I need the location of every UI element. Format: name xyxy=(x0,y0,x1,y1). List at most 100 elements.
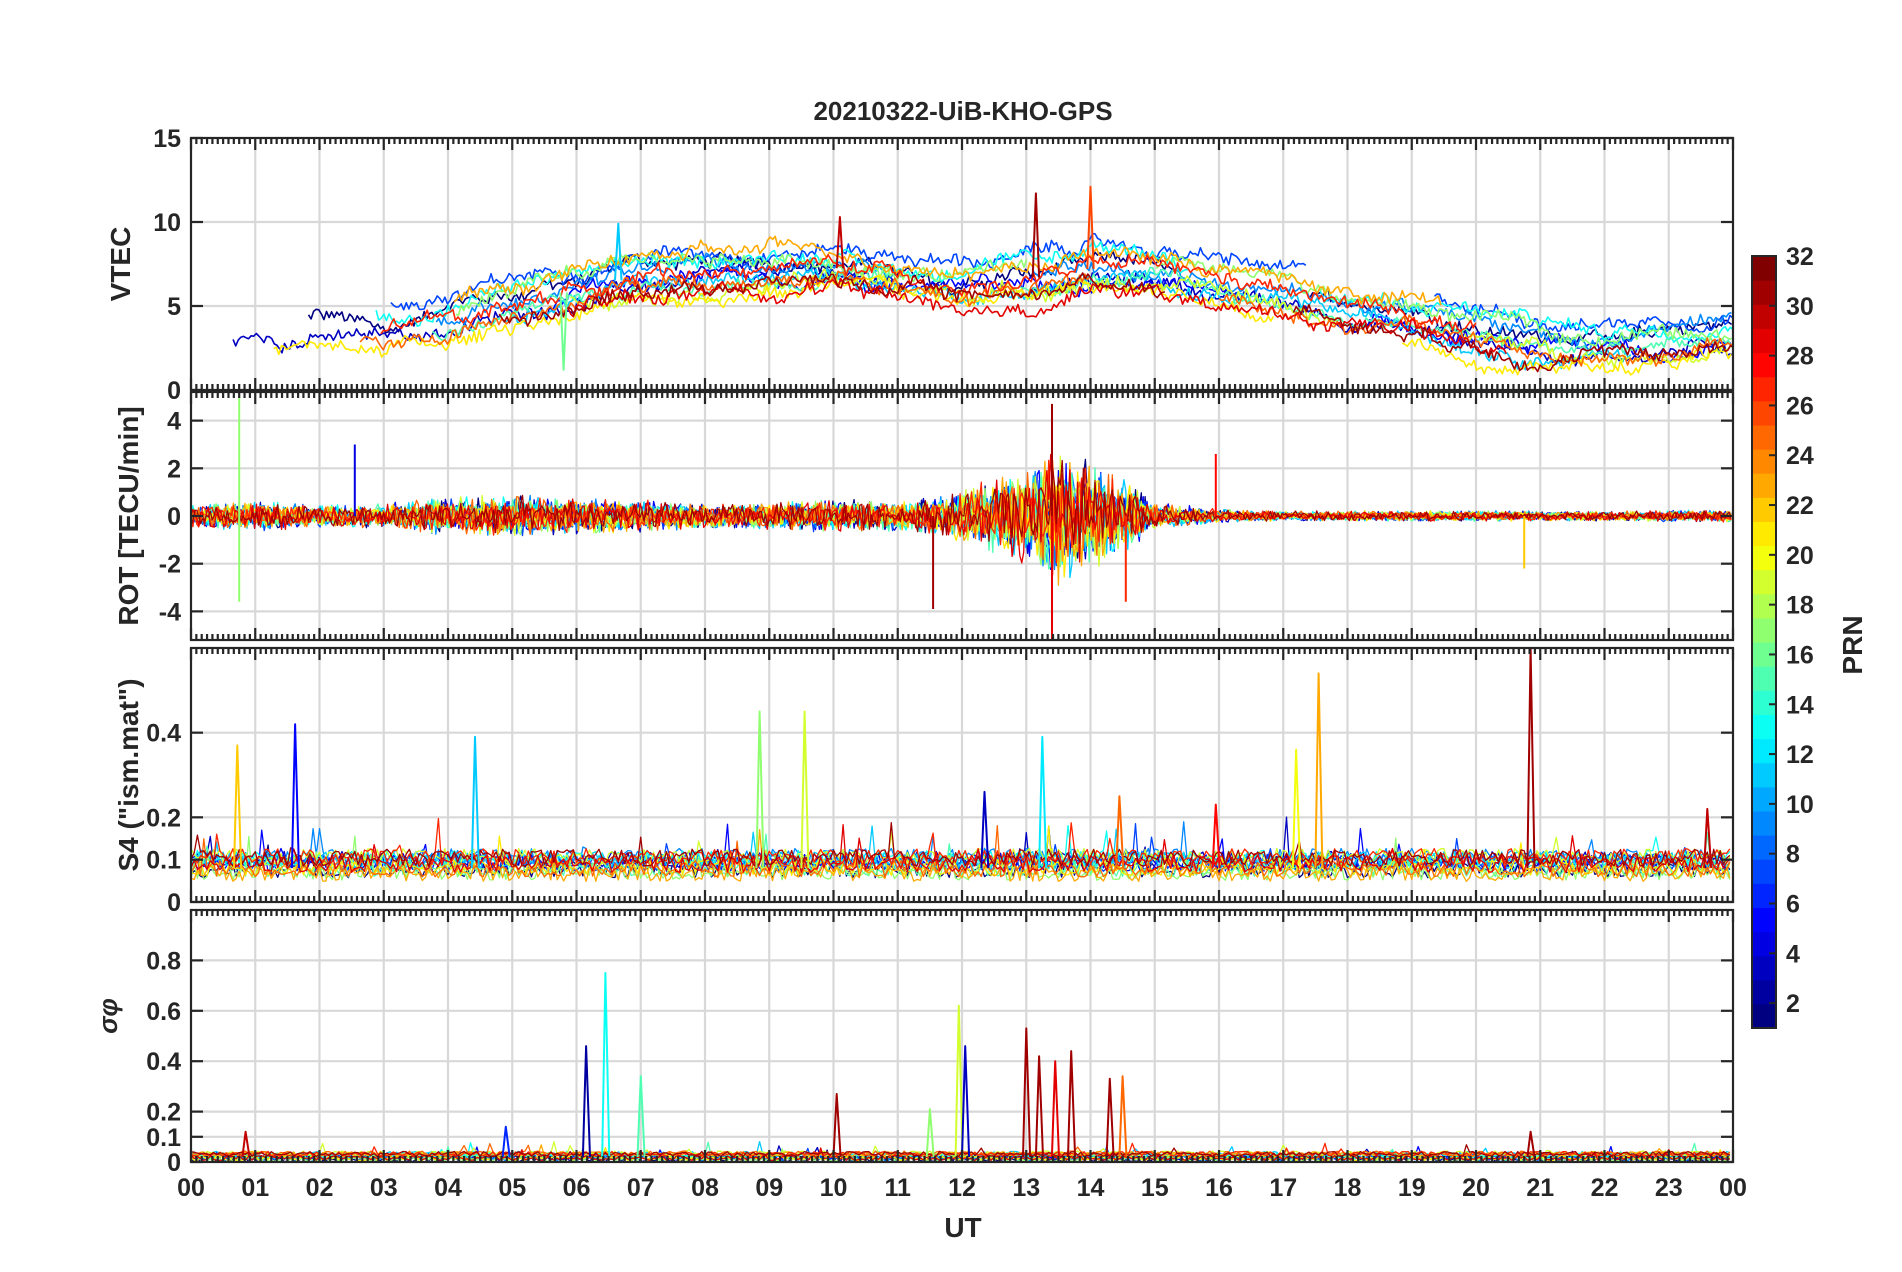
colorbar-swatch xyxy=(1752,593,1776,619)
x-tick-label: 01 xyxy=(241,1174,269,1202)
spike-mark xyxy=(1067,1050,1077,1158)
peak-mark xyxy=(559,292,568,371)
colorbar-swatch xyxy=(1752,714,1776,740)
colorbar-swatch xyxy=(1752,256,1776,281)
spike-mark xyxy=(800,710,810,869)
colorbar-tick-label: 20 xyxy=(1786,542,1814,570)
colorbar-swatch xyxy=(1752,473,1776,498)
x-tick-label: 00 xyxy=(1719,1174,1747,1202)
x-tick-label: 15 xyxy=(1141,1174,1169,1202)
y-tick-label: 4 xyxy=(167,408,181,436)
spike-mark xyxy=(470,735,480,869)
y-tick-label: 0 xyxy=(167,503,181,531)
spike-mark xyxy=(581,1045,591,1158)
series-group xyxy=(191,648,1731,883)
colorbar-tick-label: 18 xyxy=(1786,592,1814,620)
spike-mark xyxy=(290,723,300,869)
spike-mark xyxy=(1703,807,1713,869)
x-tick-label: 03 xyxy=(370,1174,398,1202)
spike-mark xyxy=(954,1004,964,1158)
spike-mark xyxy=(1038,735,1048,869)
panel-3: 0 0.1 0.2 0.4S4 ("ism.mat") xyxy=(113,646,1735,917)
colorbar-swatch xyxy=(1752,738,1776,764)
peak-mark xyxy=(1086,185,1095,270)
y-tick-label: 0.2 xyxy=(146,1099,181,1127)
x-tick-label: 04 xyxy=(434,1174,462,1202)
series-group xyxy=(232,185,1733,376)
series-line-prn-25 xyxy=(1218,293,1733,367)
series-line-prn-31 xyxy=(1292,304,1733,373)
spike-mark xyxy=(501,1125,511,1158)
axes-frame xyxy=(189,390,1735,642)
colorbar-tick-label: 32 xyxy=(1786,243,1814,271)
spike-mark xyxy=(1115,795,1125,869)
series-line-prn-31 xyxy=(191,459,1732,551)
x-tick-label: 05 xyxy=(498,1174,526,1202)
x-tick-label: 00 xyxy=(177,1174,205,1202)
colorbar-swatch xyxy=(1752,328,1776,354)
x-axis-label: UT xyxy=(944,1212,981,1243)
x-tick-label: 02 xyxy=(306,1174,334,1202)
colorbar-swatch xyxy=(1752,666,1776,691)
x-tick-label: 13 xyxy=(1012,1174,1040,1202)
spike-mark xyxy=(1034,1055,1044,1158)
spike-mark xyxy=(241,1130,251,1158)
colorbar-swatch xyxy=(1752,497,1776,522)
colorbar-tick-label: 6 xyxy=(1786,890,1800,918)
y-axis-label: VTEC xyxy=(105,227,136,302)
colorbar-tick-label: 4 xyxy=(1786,940,1800,968)
spike-mark xyxy=(1022,1027,1032,1158)
y-axis-label: ROT [TECU/min] xyxy=(113,406,144,625)
colorbar-swatch xyxy=(1752,955,1776,981)
colorbar-swatch xyxy=(1752,907,1776,933)
colorbar-swatch xyxy=(1752,1003,1776,1029)
spike-mark xyxy=(832,1093,842,1158)
spike-mark xyxy=(755,710,765,869)
spike-mark xyxy=(1314,672,1324,869)
series-line-prn-17 xyxy=(455,252,1028,316)
colorbar-swatch xyxy=(1752,835,1776,860)
series-line-prn-21 xyxy=(1401,338,1732,376)
spike-mark xyxy=(233,744,243,869)
spike-mark xyxy=(961,1045,971,1158)
colorbar-swatch xyxy=(1752,449,1776,474)
spike-mark xyxy=(601,972,611,1158)
series-line-prn-29 xyxy=(191,824,1731,873)
colorbar-tick-label: 14 xyxy=(1786,691,1814,719)
series-line-prn-31 xyxy=(498,272,1166,327)
peak-mark xyxy=(835,216,845,269)
x-tick-label: 10 xyxy=(820,1174,848,1202)
colorbar-tick-label: 28 xyxy=(1786,343,1814,371)
series-line-prn-17 xyxy=(1155,256,1733,348)
x-tick-label: 16 xyxy=(1205,1174,1233,1202)
axes-frame xyxy=(189,908,1735,1164)
y-tick-label: 0 xyxy=(167,377,181,405)
colorbar-tick-label: 30 xyxy=(1786,293,1814,321)
y-tick-label: -4 xyxy=(159,598,181,626)
y-tick-label: 10 xyxy=(153,209,181,237)
colorbar-swatch xyxy=(1752,786,1776,812)
spike-mark xyxy=(1050,1060,1060,1158)
colorbar-swatch xyxy=(1752,352,1776,378)
colorbar-tick-label: 12 xyxy=(1786,741,1814,769)
y-tick-label: 0 xyxy=(167,889,181,917)
x-tick-label: 11 xyxy=(885,1174,912,1202)
x-tick-label: 09 xyxy=(755,1174,783,1202)
y-tick-label: 15 xyxy=(153,125,181,153)
axes-frame xyxy=(189,136,1735,392)
colorbar-tick-label: 2 xyxy=(1786,990,1800,1018)
colorbar-tick-label: 8 xyxy=(1786,841,1800,869)
y-tick-label: 5 xyxy=(167,293,181,321)
spike-mark xyxy=(1105,1077,1115,1158)
y-tick-label: 0.1 xyxy=(146,1124,181,1152)
y-tick-label: 0.4 xyxy=(146,720,181,748)
colorbar-frame xyxy=(1751,255,1777,1029)
x-tick-label: 22 xyxy=(1591,1174,1619,1202)
panel-2: -4 -2 0 2 4 ROT [TECU/min] xyxy=(113,390,1735,642)
spike-mark xyxy=(925,1108,935,1158)
colorbar-tick-label: 26 xyxy=(1786,392,1814,420)
series-line-prn-29 xyxy=(191,453,1732,564)
y-tick-label: 0.2 xyxy=(146,804,181,832)
